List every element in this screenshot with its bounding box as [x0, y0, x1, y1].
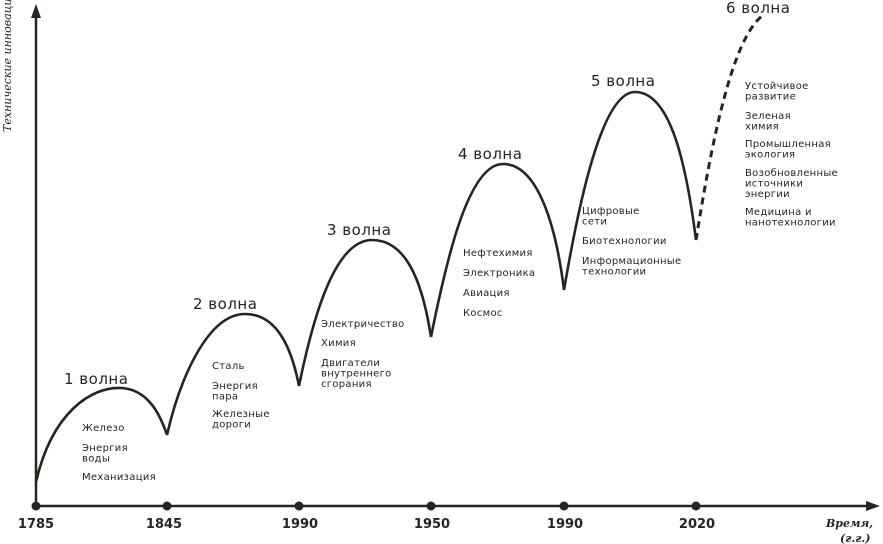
wave-item: Электричество: [321, 319, 405, 330]
tick-dot: [691, 501, 701, 511]
wave-item-line: Устойчивое: [745, 81, 809, 92]
x-axis-arrow: [866, 501, 880, 511]
year-label: 1990: [282, 517, 318, 532]
wave-item-line: дороги: [212, 420, 251, 431]
wave-item-line: Железные: [212, 409, 270, 420]
wave-item: Космос: [463, 308, 503, 319]
wave-title: 5 волна: [591, 72, 655, 90]
wave-item: Химия: [321, 338, 356, 349]
tick-dot: [559, 501, 569, 511]
wave-item: Биотехнологии: [582, 236, 667, 247]
wave-title: 1 волна: [64, 370, 128, 388]
wave-title: 6 волна: [726, 0, 790, 17]
year-label: 1845: [146, 517, 182, 532]
wave-item-line: пара: [212, 392, 238, 403]
wave-curve-1: [34, 386, 169, 483]
wave-item-line: развитие: [745, 92, 796, 103]
wave-item: Железные дороги: [212, 409, 270, 431]
wave-curve-6-projected: [694, 14, 763, 241]
wave-item: Сталь: [212, 361, 245, 372]
wave-item: Авиация: [463, 288, 510, 299]
wave-item-line: химия: [745, 122, 779, 133]
wave-title: 3 волна: [327, 221, 391, 239]
wave-item: Зеленая химия: [745, 111, 791, 133]
wave-item-line: экология: [745, 150, 795, 161]
wave-item: Энергия воды: [82, 443, 128, 465]
wave-item: Электроника: [463, 268, 535, 279]
tick-dot: [294, 501, 304, 511]
wave-item: Промышленная экология: [745, 139, 831, 161]
y-axis-arrow: [31, 4, 41, 18]
wave-item: Устойчивое развитие: [745, 81, 809, 103]
wave-title: 2 волна: [193, 295, 257, 313]
wave-item-line: сети: [582, 217, 607, 228]
wave-item: Механизация: [82, 472, 156, 483]
tick-dot: [426, 501, 436, 511]
wave-item: Энергия пара: [212, 381, 258, 403]
wave-curve-5: [562, 90, 698, 291]
wave-item-line: Двигатели: [321, 358, 380, 369]
wave-item: Железо: [82, 423, 125, 434]
wave-item-line: нанотехнологии: [745, 218, 836, 229]
year-label: 2020: [679, 517, 715, 532]
wave-item-line: Энергия: [82, 443, 128, 454]
y-axis-label: Технические инновации: [1, 0, 14, 132]
year-label: 1785: [18, 517, 54, 532]
year-label: 1950: [414, 517, 450, 532]
year-label: 1990: [547, 517, 583, 532]
wave-item-line: воды: [82, 454, 110, 465]
wave-item-line: источники: [745, 179, 803, 190]
wave-item-line: Зеленая: [745, 111, 791, 122]
wave-item-line: Промышленная: [745, 139, 831, 150]
tick-dot: [31, 501, 41, 511]
tick-dot: [162, 501, 172, 511]
wave-item-line: Медицина и: [745, 207, 812, 218]
wave-item: Медицина и нанотехнологии: [745, 207, 836, 229]
x-axis-label: Время,: [825, 517, 873, 530]
wave-title: 4 волна: [458, 145, 522, 163]
wave-item-line: внутреннего: [321, 369, 392, 380]
wave-curve-2: [165, 312, 301, 436]
wave-item: Цифровые сети: [582, 206, 640, 228]
wave-curve-3: [297, 238, 433, 387]
wave-item-line: Информационные: [582, 256, 681, 267]
wave-item-line: энергии: [745, 189, 790, 200]
wave-item: Возобновленные источники энергии: [745, 168, 838, 200]
wave-item: Нефтехимия: [463, 248, 533, 259]
wave-item-line: сгорания: [321, 379, 372, 390]
wave-curve-4: [429, 162, 566, 338]
wave-item-line: технологии: [582, 267, 646, 278]
x-axis-label-unit: (г.г.): [840, 532, 870, 544]
wave-item: Двигатели внутреннего сгорания: [321, 358, 392, 390]
wave-item: Информационные технологии: [582, 256, 681, 278]
wave-item-line: Цифровые: [582, 206, 640, 217]
wave-item-line: Возобновленные: [745, 168, 838, 179]
wave-item-line: Энергия: [212, 381, 258, 392]
